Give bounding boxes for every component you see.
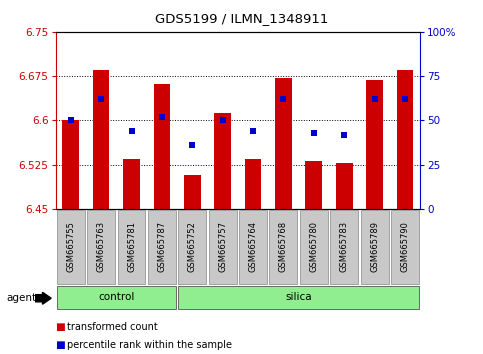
FancyBboxPatch shape — [87, 210, 115, 284]
Text: agent: agent — [6, 293, 36, 303]
Bar — [336, 163, 353, 209]
Text: GSM665768: GSM665768 — [279, 221, 288, 273]
FancyBboxPatch shape — [391, 210, 419, 284]
Bar — [93, 70, 110, 209]
Text: GSM665752: GSM665752 — [188, 222, 197, 272]
Text: GSM665789: GSM665789 — [370, 221, 379, 273]
Bar — [366, 80, 383, 209]
FancyBboxPatch shape — [178, 210, 206, 284]
Text: GDS5199 / ILMN_1348911: GDS5199 / ILMN_1348911 — [155, 12, 328, 25]
Text: ■: ■ — [56, 322, 65, 332]
FancyBboxPatch shape — [57, 210, 85, 284]
FancyBboxPatch shape — [209, 210, 237, 284]
Text: GSM665780: GSM665780 — [309, 221, 318, 273]
Text: silica: silica — [285, 292, 312, 302]
Text: GSM665755: GSM665755 — [66, 222, 75, 272]
Text: GSM665781: GSM665781 — [127, 221, 136, 273]
FancyBboxPatch shape — [330, 210, 358, 284]
Bar — [397, 70, 413, 209]
Text: percentile rank within the sample: percentile rank within the sample — [67, 340, 232, 350]
FancyBboxPatch shape — [239, 210, 267, 284]
FancyBboxPatch shape — [117, 210, 145, 284]
FancyArrow shape — [35, 292, 51, 304]
Bar — [275, 79, 292, 209]
Bar — [62, 120, 79, 209]
Bar — [214, 113, 231, 209]
Bar — [154, 84, 170, 209]
FancyBboxPatch shape — [148, 210, 176, 284]
Text: GSM665787: GSM665787 — [157, 221, 167, 273]
Text: GSM665764: GSM665764 — [249, 221, 257, 273]
Text: ■: ■ — [56, 340, 65, 350]
FancyBboxPatch shape — [300, 210, 328, 284]
FancyBboxPatch shape — [178, 286, 419, 308]
Bar — [305, 161, 322, 209]
FancyBboxPatch shape — [270, 210, 298, 284]
Bar — [123, 159, 140, 209]
FancyBboxPatch shape — [361, 210, 389, 284]
FancyBboxPatch shape — [57, 286, 176, 308]
Text: GSM665757: GSM665757 — [218, 221, 227, 273]
Bar — [184, 175, 200, 209]
Text: GSM665763: GSM665763 — [97, 221, 106, 273]
Text: transformed count: transformed count — [67, 322, 157, 332]
Bar — [245, 159, 261, 209]
Text: GSM665790: GSM665790 — [400, 222, 410, 272]
Text: GSM665783: GSM665783 — [340, 221, 349, 273]
Text: control: control — [98, 292, 134, 302]
